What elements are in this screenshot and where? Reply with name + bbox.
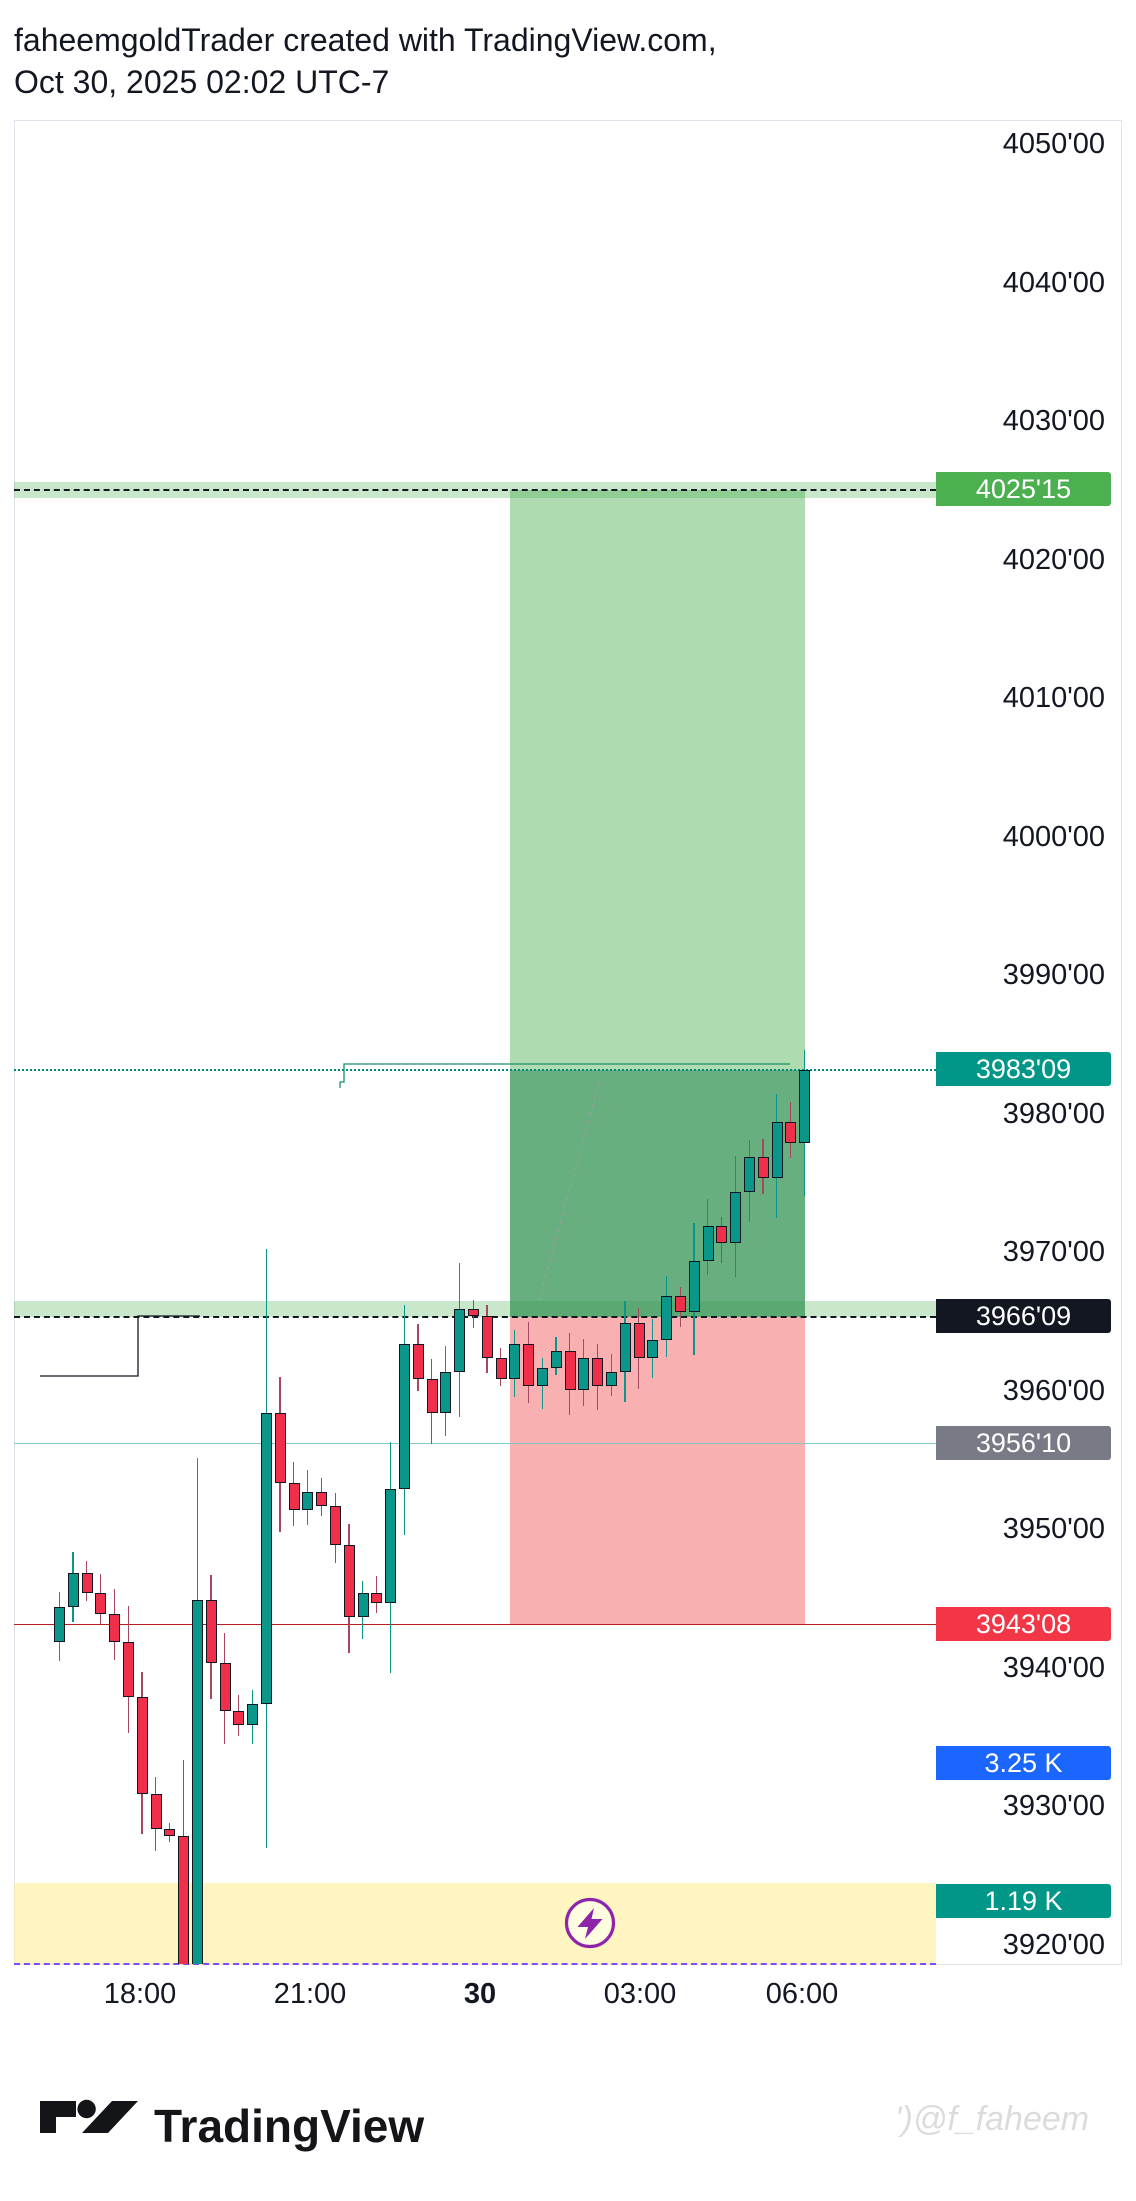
svg-text:TradingView: TradingView — [154, 2100, 424, 2152]
